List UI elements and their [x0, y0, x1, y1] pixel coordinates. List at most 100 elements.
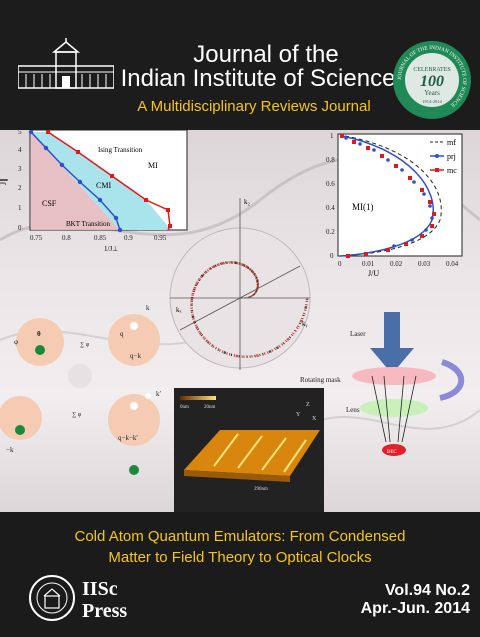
svg-text:Y: Y: [296, 412, 301, 418]
sphere-arrow: [266, 351, 269, 354]
sphere-arrow: [212, 265, 215, 268]
sphere-arrow: [202, 336, 205, 339]
sphere-arrow: [300, 317, 304, 320]
phase-xlabel: 1/J⊥: [104, 245, 118, 253]
sphere-arrow: [257, 354, 259, 357]
sphere-arrow: [255, 288, 259, 291]
legend-prj: prj: [447, 152, 456, 161]
sphere-arrow: [225, 261, 227, 265]
sphere-arrow: [192, 317, 195, 320]
sphere-arrow: [223, 351, 226, 354]
mi-ytick: 0: [330, 252, 334, 260]
sphere-kx: kₓ: [176, 306, 183, 314]
sphere-arrow: [203, 337, 206, 340]
sphere-arrow: [200, 334, 204, 337]
svg-text:k′: k′: [156, 390, 162, 398]
sphere-arrow: [219, 349, 221, 352]
sphere-arrow: [255, 276, 258, 279]
sphere-arrow: [253, 272, 256, 276]
sphere-arrow: [217, 263, 220, 266]
sphere-arrow: [254, 291, 257, 294]
svg-text:∑ φ: ∑ φ: [80, 342, 90, 348]
sphere-arrow: [254, 274, 257, 278]
sphere-arrow: [206, 340, 210, 344]
sphere-arrow: [193, 321, 197, 325]
svg-text:k: k: [146, 304, 150, 312]
label-bkt: BKT Transition: [66, 220, 111, 228]
sphere-arrow: [211, 266, 214, 269]
phase-ytick: 2: [18, 184, 22, 192]
svg-text:BEC: BEC: [387, 450, 397, 455]
svg-text:Z: Z: [306, 402, 310, 408]
journal-subtitle: A Multidisciplinary Reviews Journal: [137, 98, 371, 115]
sphere-arrow: [295, 327, 299, 330]
phase-xtick: 0.95: [154, 234, 167, 242]
phase-ytick: 5: [18, 130, 22, 136]
artwork-canvas: 5 4 3 2 1 0 0.75 0.8 0.85 0.9 0.95 J∥ 1/…: [0, 130, 480, 512]
sphere-arrow: [205, 339, 208, 343]
afm-image: 0nm 20nm Z Y X 290nm: [174, 388, 324, 512]
sphere-arrow: [197, 279, 201, 282]
sphere-arrow: [287, 337, 290, 341]
sphere-arrow: [251, 355, 253, 358]
svg-text:q: q: [120, 330, 124, 338]
sphere-arrow: [190, 309, 194, 312]
sphere-arrow: [190, 311, 194, 314]
optics-diagram: Laser Rotating mask Lens BEC: [300, 312, 465, 456]
sphere-arrow: [248, 267, 251, 271]
phase-xtick: 0.75: [30, 234, 43, 242]
sphere-arrow: [302, 314, 305, 317]
label-mi: MI: [148, 161, 158, 170]
mi-ytick: 0.8: [326, 156, 335, 164]
sphere-arrow: [255, 289, 259, 292]
mi-ytick: 0.2: [326, 228, 335, 236]
mi-plot: 1 0.8 0.6 0.4 0.2 0 0 0.01 0.02 0.03 0.0…: [326, 132, 463, 278]
sphere-arrow: [196, 328, 200, 331]
sphere-arrow: [199, 276, 203, 279]
sphere-arrow: [286, 338, 289, 341]
issue-title-line1: Cold Atom Quantum Emulators: From Conden…: [74, 528, 406, 545]
sphere-arrow: [214, 264, 217, 267]
sphere-arrow: [296, 325, 300, 328]
sphere-arrow: [275, 346, 278, 350]
sphere-arrow: [256, 280, 259, 284]
sphere-arrow: [269, 350, 272, 353]
sphere-arrow: [256, 284, 260, 287]
sphere-arrow: [203, 271, 207, 274]
sphere-arrow: [191, 315, 195, 318]
sphere-arrow: [292, 332, 295, 335]
sphere-arrow: [276, 346, 280, 349]
sphere-arrow: [199, 332, 203, 336]
sphere-arrow: [247, 266, 250, 270]
sphere-arrow: [193, 286, 197, 289]
sphere-arrow: [249, 268, 252, 271]
svg-text:−k: −k: [6, 446, 14, 454]
issue-title: Cold Atom Quantum Emulators: From Conden…: [20, 526, 460, 568]
sphere-arrow: [255, 278, 259, 282]
journal-title-line2: Indian Institute of Science: [120, 65, 396, 92]
cover-header: Journal of the Indian Institute of Scien…: [0, 0, 480, 130]
sphere-arrow: [256, 283, 260, 286]
sphere-arrow: [256, 287, 259, 290]
phase-xtick: 0.8: [62, 234, 71, 242]
mi-xtick: 0.04: [446, 260, 459, 268]
sphere-arrow: [246, 265, 248, 269]
phase-diagram: 5 4 3 2 1 0 0.75 0.8 0.85 0.9 0.95 J∥ 1/…: [0, 130, 188, 253]
sphere-arrow: [280, 343, 284, 346]
press-line1: IISc: [82, 578, 118, 600]
badge-number: 100: [420, 73, 444, 90]
sphere-arrow: [302, 312, 306, 315]
sphere-arrow: [251, 270, 254, 274]
sphere-arrow: [299, 320, 303, 323]
sphere-arrow: [195, 283, 198, 286]
sphere-arrow: [251, 270, 254, 273]
issue-title-line2: Matter to Field Theory to Optical Clocks: [108, 549, 372, 566]
svg-text:0nm: 0nm: [180, 405, 189, 410]
sphere-arrow: [195, 325, 199, 329]
sphere-arrow: [217, 348, 220, 351]
phase-xtick: 0.85: [94, 234, 107, 242]
svg-text:Laser: Laser: [350, 330, 366, 338]
sphere-arrow: [256, 286, 259, 289]
press-line2: Press: [82, 600, 128, 622]
sphere-arrow: [290, 333, 294, 337]
